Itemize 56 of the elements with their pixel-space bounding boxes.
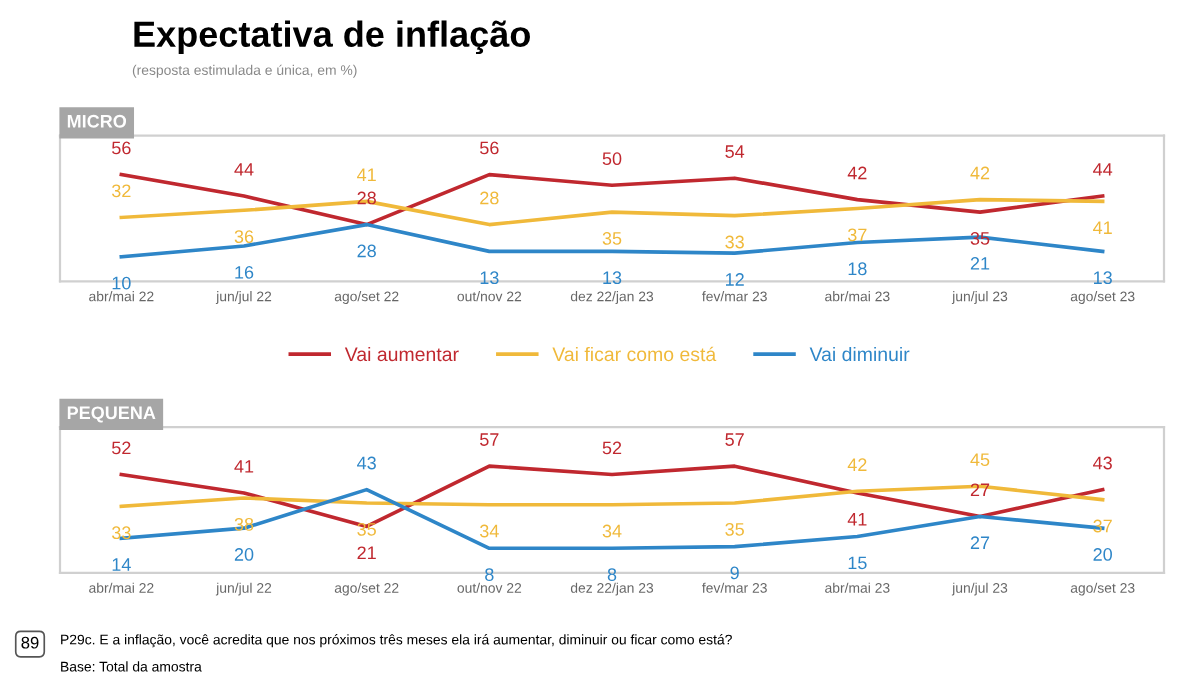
data-label: 52 (112, 441, 131, 455)
legend-label: Vai diminuir (809, 346, 910, 362)
data-label: 20 (1093, 548, 1112, 561)
data-label: 20 (234, 548, 254, 561)
data-label: 28 (357, 244, 376, 258)
data-label: 42 (847, 458, 867, 471)
legend-label: Vai ficar como está (552, 346, 717, 362)
data-label: 41 (1093, 221, 1112, 234)
data-label: 57 (725, 433, 744, 446)
data-label: 45 (970, 453, 990, 467)
data-label: 36 (234, 230, 254, 244)
data-label: 35 (602, 232, 622, 245)
data-label: 32 (111, 184, 131, 198)
data-label: 41 (357, 168, 376, 181)
data-label: 12 (726, 273, 744, 286)
data-label: 50 (602, 152, 622, 166)
data-label: 16 (235, 265, 254, 279)
data-label: 54 (725, 145, 745, 158)
data-label: 35 (725, 522, 744, 536)
data-label: 14 (112, 558, 131, 571)
data-label: 44 (1093, 163, 1113, 176)
data-label: 21 (970, 257, 990, 270)
data-label: 15 (848, 556, 867, 570)
text: 89 (21, 636, 39, 649)
legend-label: Vai aumentar (344, 346, 459, 362)
data-label: 37 (847, 228, 867, 242)
data-label: 9 (730, 566, 739, 580)
data-label: 33 (725, 235, 744, 249)
data-label: 44 (234, 163, 254, 176)
data-label: 13 (480, 271, 499, 285)
data-label: 27 (970, 536, 990, 549)
data-label: 33 (111, 526, 131, 540)
data-label: 57 (480, 433, 499, 446)
text: Expectativa de inflação (134, 20, 530, 55)
data-label: 8 (607, 568, 617, 581)
data-label: 21 (357, 546, 376, 560)
data-label: 43 (357, 456, 376, 470)
data-label: 41 (234, 460, 254, 473)
data-label: 42 (847, 166, 867, 180)
data-label: 34 (479, 524, 499, 538)
data-label: 41 (847, 513, 867, 526)
data-label: 43 (1093, 456, 1112, 470)
data-label: 13 (1094, 271, 1112, 285)
data-label: 28 (480, 191, 499, 205)
data-label: 42 (970, 166, 990, 180)
data-label: 34 (602, 524, 622, 538)
data-label: 18 (848, 262, 867, 276)
chart-title: PEQUENA (67, 406, 156, 423)
data-label: 56 (112, 141, 131, 155)
data-label: 52 (602, 441, 622, 455)
data-label: 8 (485, 568, 494, 581)
data-label: 56 (480, 141, 499, 155)
chart-title: MICRO (67, 114, 127, 128)
data-label: 13 (603, 271, 622, 285)
data-label: 10 (112, 276, 131, 290)
data-label: 35 (357, 522, 376, 536)
